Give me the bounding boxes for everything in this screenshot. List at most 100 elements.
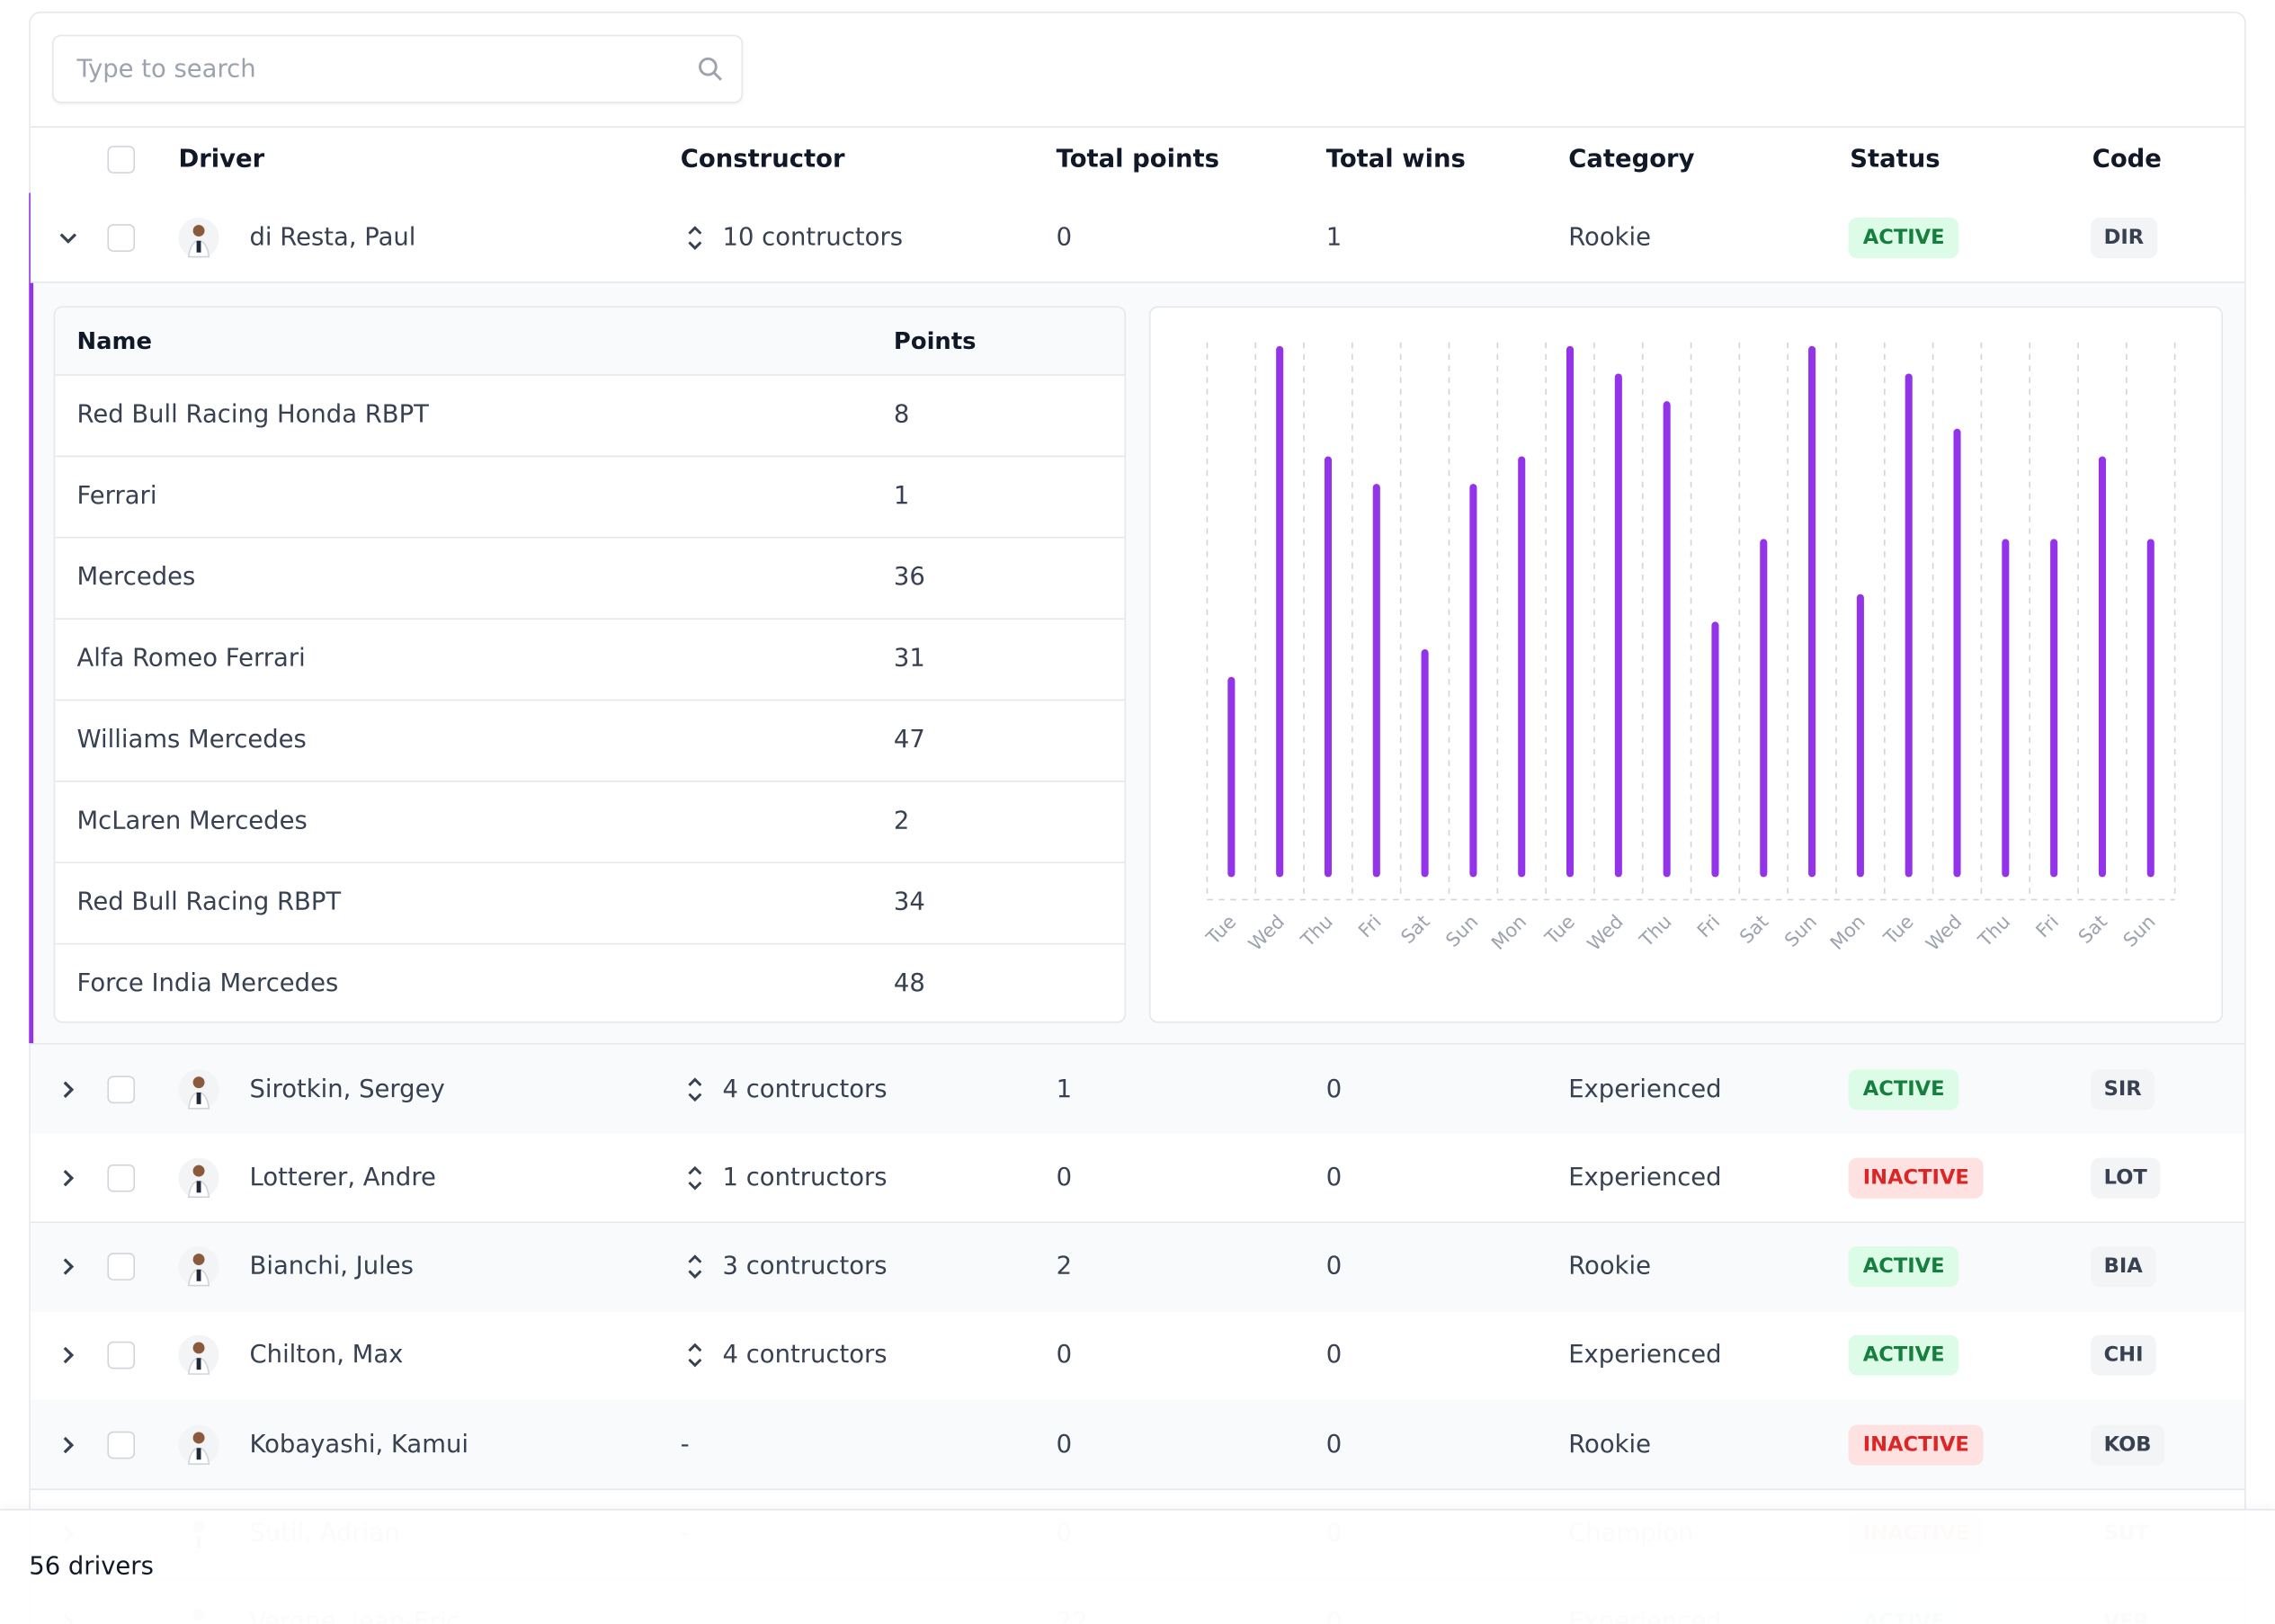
avatar [178,1068,219,1115]
x-tick-label: Sun [1780,911,1821,951]
constructor-name: McLaren Mercedes [76,807,308,836]
detail-row: Alfa Romeo Ferrari 31 [55,618,1125,701]
detail-row: Ferrari 1 [55,456,1125,539]
select-all[interactable] [107,146,136,174]
driver-code: LOT [2091,1157,2161,1199]
column-header: Total wins [1325,145,1466,174]
row-checkbox[interactable] [107,1342,136,1370]
driver-name: di Resta, Paul [249,222,416,252]
category: Experienced [1568,1163,1722,1192]
total-wins: 0 [1325,1163,1343,1192]
search-box[interactable]: Type to search [52,34,744,103]
total-points: 0 [1056,1341,1073,1370]
total-wins: 0 [1325,1430,1343,1459]
driver-name: Chilton, Max [249,1341,404,1370]
driver-code: KOB [2091,1423,2165,1466]
sort-icon [683,1075,707,1110]
driver-code: SIR [2091,1068,2155,1110]
driver-name: Bianchi, Jules [249,1252,414,1281]
row-checkbox[interactable] [107,1253,136,1281]
constructor-name: Mercedes [76,563,196,593]
table-row: Bianchi, Jules 3 contructors 2 0 Rookie ACTIV… [30,1222,2245,1313]
column-header: Code [2092,145,2162,174]
total-wins: 0 [1325,1074,1343,1104]
driver-code: BIA [2091,1246,2156,1288]
x-tick-label: Sat [1396,911,1433,948]
status-badge: INACTIVE [1848,1157,1985,1199]
constructor-name: Force India Mercedes [76,968,339,999]
sort-icon [683,1253,707,1288]
detail-row: Williams Mercedes 47 [55,700,1125,782]
x-tick-label: Thu [1974,911,2015,952]
category: Experienced [1568,1341,1722,1370]
detail-table: Name Points Red Bull Racing Honda RBPT 8 Fer… [53,306,1127,1023]
x-tick-label: Sun [1441,911,1482,951]
status-badge: INACTIVE [1848,1423,1985,1466]
driver-name: Sirotkin, Sergey [249,1074,445,1104]
column-header: Category [1568,145,1695,174]
expand-toggle[interactable] [57,1433,80,1462]
avatar [178,217,219,263]
driver-name: Kobayashi, Kamui [249,1430,468,1459]
detail-row: Mercedes 36 [55,537,1125,620]
constructor-points: 47 [893,725,925,755]
column-header: Status [1850,145,1940,174]
row-checkbox[interactable] [107,1075,136,1103]
constructor-name: Red Bull Racing Honda RBPT [76,400,429,430]
driver-code: CHI [2091,1335,2157,1377]
x-tick-label: Sat [2074,911,2111,948]
x-tick-label: Sat [1735,911,1772,948]
row-checkbox[interactable] [107,1164,136,1192]
x-tick-label: Tue [1540,911,1579,950]
sort-icon [683,223,707,258]
expand-toggle[interactable] [57,1077,80,1106]
driver-code: DIR [2091,217,2157,258]
avatar [178,1246,219,1293]
status-badge: ACTIVE [1848,1335,1959,1377]
expand-toggle[interactable] [57,1344,80,1373]
constructor-points: 31 [893,644,925,674]
constructor-points: 34 [893,888,925,917]
status-badge: ACTIVE [1848,1246,1959,1288]
x-tick-label: Wed [1245,911,1289,955]
driver-name: Lotterer, Andre [249,1163,436,1192]
row-count: 56 drivers [29,1552,154,1582]
x-tick-label: Thu [1635,911,1676,952]
total-points: 0 [1056,1163,1073,1192]
detail-row: Red Bull Racing RBPT 34 [55,861,1125,945]
column-header: Constructor [680,145,845,174]
x-tick-label: Wed [1922,911,1966,955]
expand-toggle[interactable] [57,1255,80,1284]
constructor-points: 2 [893,807,910,836]
table-row: di Resta, Paul 10 contructors 0 1 Rookie ACTI… [30,192,2245,283]
status-badge: ACTIVE [1848,1068,1959,1110]
x-tick-label: Fri [1693,911,1725,942]
row-checkbox[interactable] [107,223,136,252]
total-wins: 0 [1325,1252,1343,1281]
column-header: Total points [1056,145,1219,174]
expand-toggle[interactable] [57,1166,80,1195]
x-tick-label: Tue [1879,911,1918,950]
constructor-points: 8 [893,400,910,430]
row-checkbox[interactable] [107,1431,136,1459]
avatar [178,1157,219,1204]
constructors: 3 contructors [722,1252,888,1281]
detail-row: McLaren Mercedes 2 [55,781,1125,864]
category: Rookie [1568,222,1652,252]
total-points: 0 [1056,1430,1073,1459]
search-icon [699,57,722,81]
constructor-name: Red Bull Racing RBPT [76,888,342,917]
x-tick-label: Fri [1354,911,1386,942]
category: Experienced [1568,1074,1722,1104]
total-wins: 0 [1325,1341,1343,1370]
x-tick-label: Tue [1201,911,1240,950]
constructor-points: 48 [893,968,925,999]
detail-row: Red Bull Racing Honda RBPT 8 [55,374,1125,458]
constructors: 10 contructors [722,222,904,252]
detail-column-header: Name [76,326,152,355]
sort-icon [683,1342,707,1377]
category: Rookie [1568,1430,1652,1459]
detail-row: Force India Mercedes 48 [55,943,1124,1022]
expand-toggle[interactable] [57,226,80,254]
